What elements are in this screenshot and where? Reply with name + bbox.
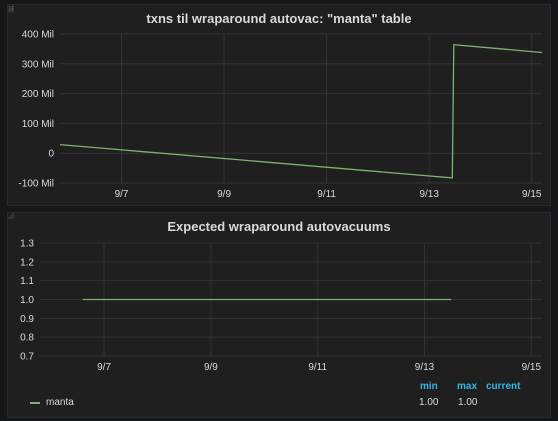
series-color-swatch[interactable] bbox=[30, 401, 40, 404]
x-tick-label: 9/15 bbox=[522, 189, 542, 200]
y-tick-label: 300 Mil bbox=[22, 59, 54, 70]
panel-title[interactable]: txns til wraparound autovac: "manta" tab… bbox=[146, 11, 412, 26]
legend-series-name: manta bbox=[46, 397, 74, 408]
txns-wraparound-chart: 400 Mil 300 Mil 200 Mil 100 Mil 0 -100 Mil 9/7… bbox=[18, 30, 543, 200]
x-tick-label: 9/11 bbox=[308, 362, 327, 373]
y-tick-label: 1.2 bbox=[20, 257, 34, 268]
legend-header-max[interactable]: max bbox=[457, 381, 478, 392]
y-tick-label: 0.8 bbox=[20, 333, 34, 344]
x-tick-label: 9/7 bbox=[115, 189, 129, 200]
series-line-manta bbox=[59, 43, 543, 179]
y-tick-label: -100 Mil bbox=[18, 179, 54, 190]
legend-header-current[interactable]: current bbox=[486, 381, 521, 392]
y-tick-label: 200 Mil bbox=[22, 89, 54, 100]
x-tick-label: 9/15 bbox=[522, 362, 542, 373]
wraparound-txns-panel[interactable]: txns til wraparound autovac: "manta" tab… bbox=[7, 4, 551, 206]
expected-autovacuums-panel[interactable]: Expected wraparound autovacuums 1.3 1.2 1.… bbox=[7, 212, 551, 418]
x-tick-label: 9/11 bbox=[317, 189, 336, 200]
panel-title[interactable]: Expected wraparound autovacuums bbox=[167, 219, 391, 234]
legend-header-min[interactable]: min bbox=[420, 381, 438, 392]
y-tick-label: 100 Mil bbox=[22, 119, 54, 130]
y-tick-label: 0.7 bbox=[20, 352, 34, 363]
x-tick-label: 9/13 bbox=[419, 189, 439, 200]
legend-value-max: 1.00 bbox=[458, 397, 478, 408]
y-tick-label: 400 Mil bbox=[22, 30, 54, 41]
resize-handle-icon[interactable] bbox=[8, 213, 14, 219]
x-tick-label: 9/9 bbox=[217, 189, 231, 200]
y-tick-label: 1.1 bbox=[20, 276, 34, 287]
x-tick-label: 9/13 bbox=[415, 362, 435, 373]
legend-value-min: 1.00 bbox=[419, 397, 439, 408]
resize-handle-icon[interactable] bbox=[8, 5, 14, 11]
y-tick-label: 0 bbox=[48, 149, 54, 160]
y-tick-label: 1.0 bbox=[20, 295, 34, 306]
x-tick-label: 9/9 bbox=[204, 362, 218, 373]
expected-autovacuums-chart: 1.3 1.2 1.1 1.0 0.9 0.8 0.7 9/7 9/9 9/11 9/13 9/15 bbox=[20, 239, 542, 373]
y-tick-label: 0.9 bbox=[20, 314, 34, 325]
x-tick-label: 9/7 bbox=[97, 362, 111, 373]
y-tick-label: 1.3 bbox=[20, 239, 34, 250]
legend-item-manta[interactable]: manta bbox=[30, 397, 74, 408]
